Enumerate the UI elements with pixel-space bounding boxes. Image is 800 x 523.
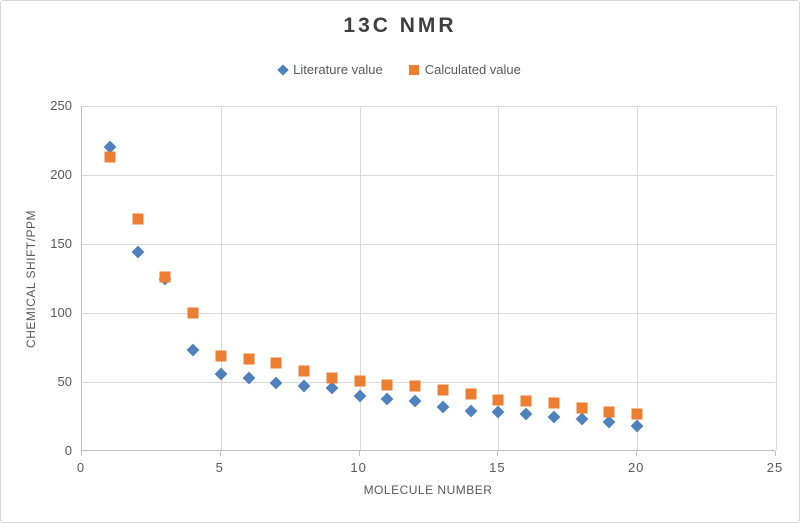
marker-literature	[464, 404, 477, 418]
x-tick-label: 15	[489, 460, 506, 475]
y-tick-label: 100	[50, 305, 72, 320]
v-gridline	[498, 106, 500, 450]
legend-item-literature: Literature value	[277, 62, 383, 77]
marker-literature	[630, 419, 644, 433]
marker-literature	[353, 389, 366, 403]
y-axis-title: CHEMICAL SHIFT/PPM	[24, 210, 38, 348]
marker-calculated	[631, 408, 643, 420]
x-tick-mark	[497, 451, 499, 456]
marker-calculated	[465, 388, 477, 400]
x-tick-label: 0	[76, 460, 86, 475]
marker-literature	[408, 394, 422, 408]
marker-calculated	[492, 394, 504, 406]
marker-calculated	[576, 402, 588, 414]
legend-label-literature: Literature value	[293, 62, 383, 77]
marker-calculated	[187, 307, 199, 319]
legend-label-calculated: Calculated value	[424, 62, 521, 77]
h-gridline	[82, 313, 775, 314]
marker-literature	[436, 400, 450, 414]
marker-calculated	[409, 380, 421, 392]
h-gridline	[82, 175, 775, 176]
marker-calculated	[520, 395, 532, 407]
marker-calculated	[159, 271, 171, 283]
x-axis-title: MOLECULE NUMBER	[363, 483, 493, 497]
h-gridline	[82, 382, 775, 383]
marker-literature	[131, 245, 144, 259]
h-gridline	[82, 106, 775, 107]
legend-item-calculated: Calculated value	[408, 62, 521, 77]
marker-calculated	[326, 372, 338, 384]
y-tick-label: 50	[57, 374, 72, 389]
marker-literature	[186, 343, 200, 357]
marker-literature	[547, 410, 561, 423]
x-tick-mark	[219, 451, 221, 456]
y-tick-label: 150	[50, 236, 72, 251]
marker-calculated	[437, 384, 449, 396]
marker-calculated	[603, 406, 615, 418]
marker-calculated	[104, 151, 116, 163]
v-gridline	[776, 106, 777, 450]
y-tick-label: 200	[50, 167, 72, 182]
marker-calculated	[243, 353, 255, 365]
x-tick-label: 25	[766, 460, 784, 475]
chart-title: 13C NMR	[343, 14, 457, 37]
legend: Literature value Calculated value	[1, 62, 799, 77]
marker-calculated	[381, 379, 393, 391]
marker-calculated	[270, 357, 282, 369]
marker-literature	[492, 405, 505, 419]
marker-calculated	[548, 397, 560, 409]
square-marker-icon	[408, 64, 419, 75]
x-tick-label: 10	[350, 460, 367, 475]
x-tick-mark	[81, 451, 82, 456]
x-tick-label: 5	[215, 460, 224, 475]
y-tick-label: 0	[64, 443, 72, 458]
h-gridline	[82, 244, 775, 245]
marker-literature	[380, 392, 394, 405]
y-tick-label: 250	[50, 98, 72, 113]
marker-calculated	[354, 375, 366, 387]
plot-area	[81, 106, 777, 451]
marker-literature	[214, 367, 228, 381]
marker-literature	[575, 412, 589, 426]
marker-calculated	[132, 213, 144, 225]
x-tick-mark	[636, 451, 638, 456]
x-tick-mark	[775, 451, 776, 456]
diamond-marker-icon	[277, 63, 289, 76]
marker-calculated	[298, 365, 310, 377]
marker-literature	[269, 377, 283, 390]
v-gridline	[637, 106, 639, 450]
marker-literature	[519, 407, 533, 421]
v-gridline	[220, 106, 222, 450]
v-gridline	[359, 106, 361, 450]
x-tick-mark	[358, 451, 360, 456]
marker-calculated	[215, 350, 227, 362]
x-tick-label: 20	[627, 460, 645, 475]
